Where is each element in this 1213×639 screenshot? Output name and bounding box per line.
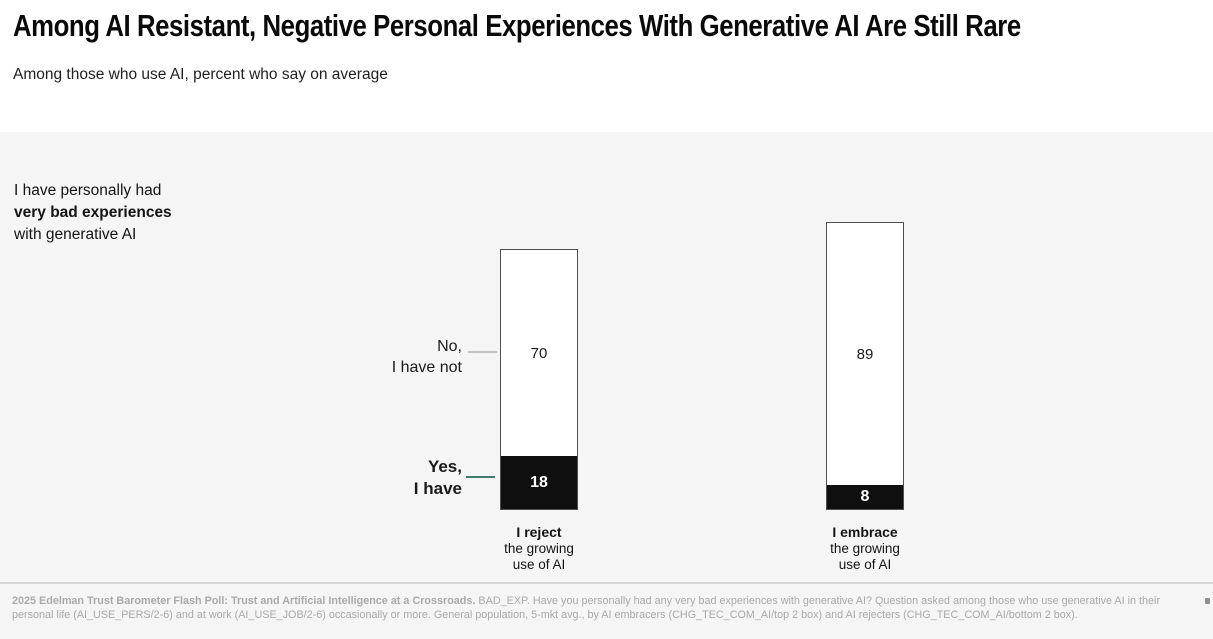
bar-reject-segment-no: 70	[501, 250, 577, 456]
source-footnote-rest: BAD_EXP. Have you personally had any ver…	[12, 595, 1161, 621]
source-footnote-bold: 2025 Edelman Trust Barometer Flash Poll:…	[12, 595, 476, 607]
series-label-no-line1: No,	[437, 338, 462, 355]
series-label-no-line2: I have not	[391, 359, 462, 376]
question-line-3: with generative AI	[14, 226, 137, 243]
series-label-no: No, I have not	[312, 336, 462, 378]
connector-line-no	[468, 351, 497, 353]
connector-line-yes	[466, 476, 495, 478]
page-subtitle: Among those who use AI, percent who say …	[13, 66, 388, 83]
bar-embrace-segment-no: 89	[827, 223, 903, 485]
question-line-2: very bad experiences	[14, 204, 172, 221]
category-reject-line1: I reject	[516, 524, 562, 540]
footer-divider	[0, 582, 1213, 584]
category-label-reject: I reject the growing use of AI	[469, 524, 609, 574]
category-embrace-line2: the growing	[830, 540, 900, 556]
chart-area: I have personally had very bad experienc…	[0, 132, 1213, 639]
value-embrace-yes: 8	[860, 488, 870, 505]
page-number-fragment	[1205, 598, 1210, 604]
bar-embrace-segment-yes: 8	[827, 485, 903, 509]
value-reject-no: 70	[530, 344, 548, 362]
bar-embrace: 89 8	[826, 222, 904, 510]
category-embrace-line3: use of AI	[838, 557, 892, 572]
page-title: Among AI Resistant, Negative Personal Ex…	[13, 8, 1021, 43]
value-reject-yes: 18	[530, 473, 548, 491]
bar-reject-segment-yes: 18	[501, 456, 577, 509]
category-reject-line2: the growing	[504, 540, 574, 556]
bar-reject: 70 18	[500, 249, 578, 510]
category-embrace-line1: I embrace	[832, 524, 898, 540]
series-label-yes: Yes, I have	[312, 456, 462, 500]
category-label-embrace: I embrace the growing use of AI	[795, 524, 935, 574]
source-footnote: 2025 Edelman Trust Barometer Flash Poll:…	[12, 595, 1180, 623]
question-line-1: I have personally had	[14, 182, 162, 199]
series-label-yes-line2: I have	[413, 479, 462, 498]
category-reject-line3: use of AI	[512, 557, 566, 572]
question-label: I have personally had very bad experienc…	[14, 180, 172, 246]
value-embrace-no: 89	[856, 345, 874, 363]
series-label-yes-line1: Yes,	[427, 457, 462, 476]
